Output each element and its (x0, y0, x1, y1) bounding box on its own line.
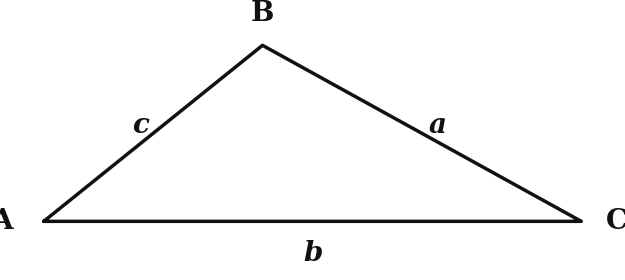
Text: b: b (303, 240, 322, 267)
Text: A: A (0, 208, 12, 235)
Text: B: B (251, 0, 274, 27)
Text: a: a (429, 112, 446, 139)
Text: c: c (132, 112, 149, 139)
Text: C: C (606, 208, 625, 235)
